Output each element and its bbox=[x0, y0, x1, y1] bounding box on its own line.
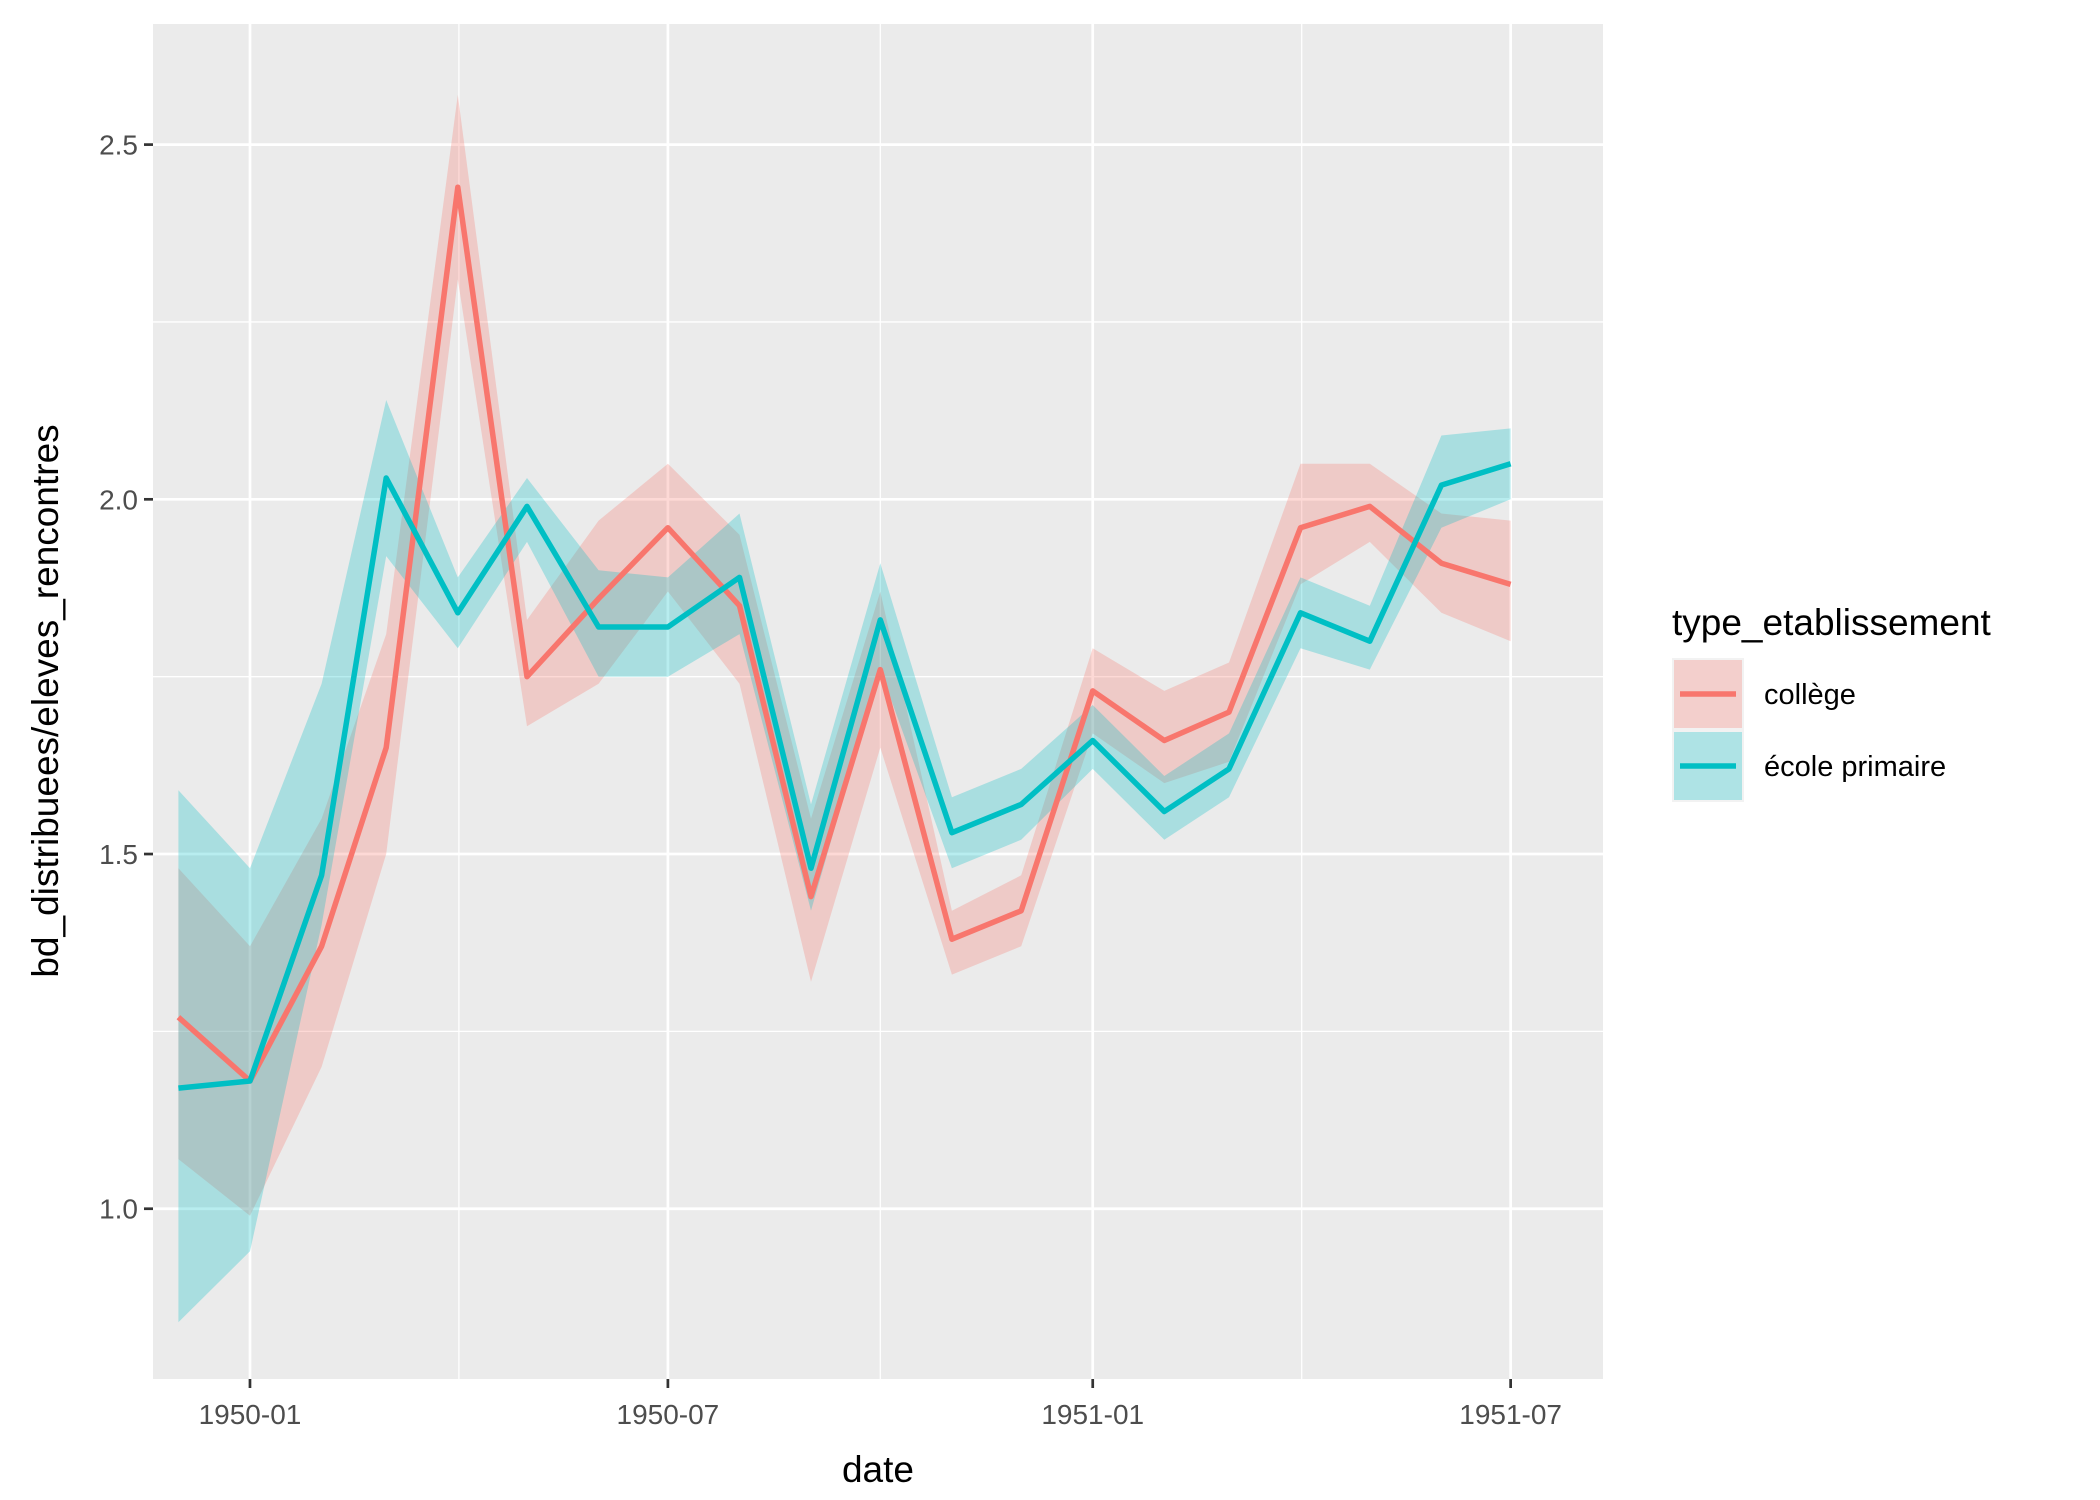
line-series-0 bbox=[176, 184, 1512, 1084]
legend: type_etablissement collège école primaire bbox=[1672, 602, 1992, 802]
legend-label: collège bbox=[1764, 679, 1856, 711]
y-tick-label: 2.5 bbox=[99, 130, 138, 161]
legend-label: école primaire bbox=[1764, 751, 1946, 783]
ribbon-series-0 bbox=[178, 94, 1511, 1216]
x-tick-label: 1950-07 bbox=[617, 1399, 720, 1430]
x-tick-label: 1951-01 bbox=[1041, 1399, 1144, 1430]
legend-keys: collège école primaire bbox=[1672, 658, 1946, 802]
x-tick-label: 1950-01 bbox=[199, 1399, 302, 1430]
y-tick-label: 2.0 bbox=[99, 484, 138, 515]
y-tick-label: 1.5 bbox=[99, 839, 138, 870]
x-axis-title: date bbox=[842, 1449, 914, 1490]
y-axis-title: bd_distribuees/eleves_rencontres bbox=[25, 424, 66, 977]
line-series-1 bbox=[178, 461, 1512, 1091]
legend-title: type_etablissement bbox=[1672, 602, 1992, 643]
y-tick-label: 1.0 bbox=[99, 1194, 138, 1225]
series-lines bbox=[176, 184, 1512, 1091]
x-tick-label: 1951-07 bbox=[1459, 1399, 1562, 1430]
tick-labels: 1.0 1.5 2.0 2.5 1950-01 1950-07 1951-01 1951-07 bbox=[99, 130, 1562, 1430]
ribbons bbox=[178, 94, 1511, 1323]
axis-ticks bbox=[144, 143, 1512, 1388]
